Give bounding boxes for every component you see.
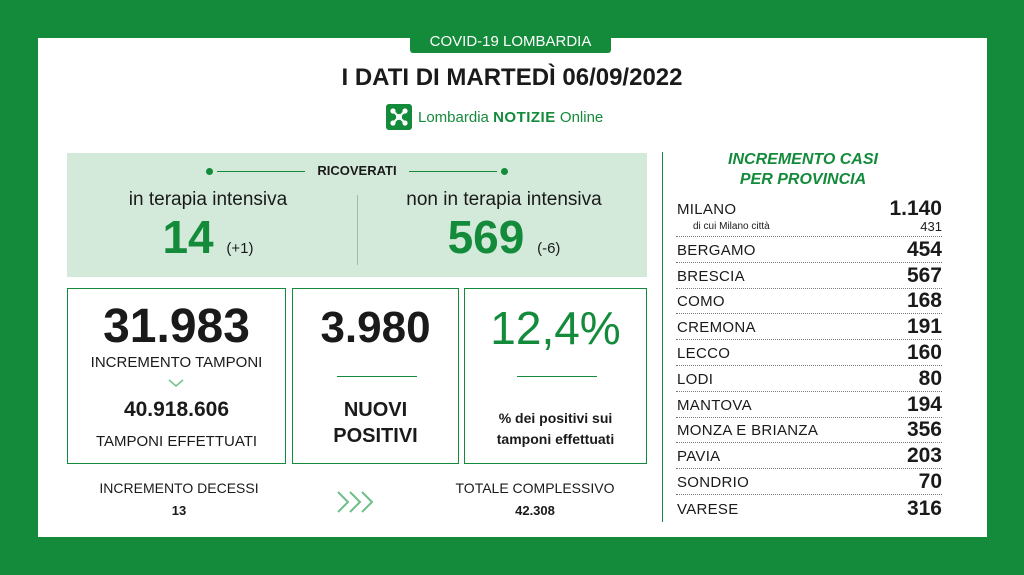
ricoverati-panel: RICOVERATI in terapia intensiva 14 (+1) … [67,153,647,277]
totale-label: TOTALE COMPLESSIVO [455,480,615,496]
list-item: VARESE 316 [676,495,942,521]
list-item: MONZA E BRIANZA 356 [676,418,942,444]
positivi-box: 3.980 NUOVI POSITIVI [292,288,459,464]
province-value: 160 [906,340,942,364]
intensiva-block: in terapia intensiva 14 (+1) [97,189,319,273]
positivi-label-2: POSITIVI [333,425,418,447]
divider [409,171,497,172]
divider [337,376,417,377]
province-title: INCREMENTO CASI PER PROVINCIA [728,151,878,188]
tamponi-box: 31.983 INCREMENTO TAMPONI 40.918.606 TAM… [67,288,286,464]
province-name: MILANO [677,201,737,218]
list-item: COMO 168 [676,289,942,315]
intensiva-value: 14 [162,211,214,263]
tamponi-increment: 31.983 [103,300,250,353]
dot-icon [206,168,213,175]
province-name: CREMONA [677,319,756,337]
brand-name: Lombardia NOTIZIE Online [418,108,604,126]
province-value: 203 [906,444,942,468]
percentuale-label-1: % dei positivi sui [498,410,613,426]
province-name: COMO [677,293,725,311]
province-name: BRESCIA [677,267,745,285]
divider [357,195,358,265]
province-value: 1.140 [889,197,942,220]
totale-value: 42.308 [515,503,555,518]
list-item: BERGAMO 454 [676,237,942,263]
province-value: 567 [906,263,942,287]
percentuale-box: 12,4% % dei positivi sui tamponi effettu… [464,288,647,464]
chevron-right-icon [337,491,374,513]
non-intensiva-label: non in terapia intensiva [406,189,602,210]
province-value: 70 [918,469,942,493]
province-name: LODI [677,370,714,388]
tamponi-total: 40.918.606 [123,398,230,421]
dot-icon [501,168,508,175]
intensiva-delta: (+1) [226,240,254,257]
chevron-down-icon [168,379,184,387]
page-title: I DATI DI MARTEDÌ 06/09/2022 [341,64,683,91]
province-name: MANTOVA [677,396,752,414]
divider [517,376,597,377]
positivi-label-1: NUOVI [343,399,408,421]
non-intensiva-block: non in terapia intensiva 569 (-6) [381,189,627,273]
province-value: 454 [906,237,942,261]
province-name: BERGAMO [677,241,756,259]
list-item: SONDRIO 70 [676,469,942,495]
list-item: MANTOVA 194 [676,392,942,418]
cross-logo-icon [386,104,412,130]
non-intensiva-value: 569 [447,211,525,263]
province-value: 316 [906,496,942,520]
province-value: 356 [906,418,942,442]
divider [217,171,305,172]
ricoverati-label: RICOVERATI [317,163,397,178]
city-sub-value: 431 [920,219,942,234]
province-name: LECCO [677,344,731,362]
divider [662,152,663,522]
list-item: LECCO 160 [676,340,942,366]
ricoverati-header: RICOVERATI [67,163,647,179]
list-item: LODI 80 [676,366,942,392]
province-value: 194 [906,392,942,416]
province-name: VARESE [677,500,739,518]
non-intensiva-delta: (-6) [537,240,561,257]
intensiva-label: in terapia intensiva [128,189,288,210]
city-sub-label: di cui Milano città [693,221,770,232]
province-list: MILANO 1.140 di cui Milano città 431 BER… [676,197,942,521]
decessi-label: INCREMENTO DECESSI [99,480,259,496]
province-value: 191 [906,315,942,339]
province-value: 80 [918,366,942,390]
list-item: MILANO 1.140 di cui Milano città 431 [676,197,942,237]
tamponi-total-label: TAMPONI EFFETTUATI [95,433,258,450]
list-item: BRESCIA 567 [676,263,942,289]
list-item: CREMONA 191 [676,314,942,341]
province-value: 168 [906,289,942,313]
province-name: MONZA E BRIANZA [677,422,819,440]
brand-logo: Lombardia NOTIZIE Online [386,104,603,130]
region-tag: COVID-19 LOMBARDIA [410,30,611,53]
decessi-value: 13 [171,503,187,518]
percentuale-value: 12,4% [490,302,621,354]
list-item: PAVIA 203 [676,443,942,470]
province-name: SONDRIO [677,473,750,491]
percentuale-label-2: tamponi effettuati [496,431,615,447]
positivi-value: 3.980 [320,303,431,352]
tamponi-increment-label: INCREMENTO TAMPONI [90,354,263,371]
province-name: PAVIA [677,448,721,466]
